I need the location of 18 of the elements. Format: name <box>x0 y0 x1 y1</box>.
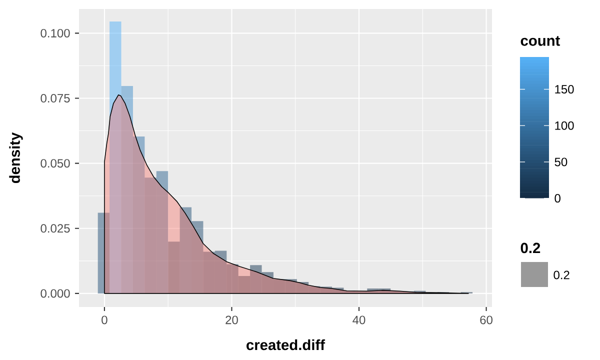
x-tick-label: 60 <box>480 316 492 324</box>
y-tick-label: 0.050 <box>40 159 70 168</box>
color-bar-label: 0 <box>554 194 560 203</box>
x-tick-label: 0 <box>102 316 108 324</box>
color-bar-label: 50 <box>554 158 568 166</box>
y-axis-title: density <box>9 132 23 184</box>
y-tick-label: 0.100 <box>40 28 70 38</box>
x-tick-label: 40 <box>352 316 366 324</box>
color-bar-label: 100 <box>555 121 574 130</box>
text: 0.2 <box>554 270 570 280</box>
legend-title: 0.2 <box>520 242 540 254</box>
y-tick-label: 0.075 <box>40 94 70 103</box>
y-tick-label: 0.000 <box>40 289 70 298</box>
x-tick-label: 20 <box>226 316 238 324</box>
y-tick-label: 0.025 <box>40 224 70 233</box>
x-axis-title: created.diff <box>246 339 326 350</box>
color-bar-title: count <box>520 36 560 46</box>
color-bar-label: 150 <box>555 85 574 94</box>
